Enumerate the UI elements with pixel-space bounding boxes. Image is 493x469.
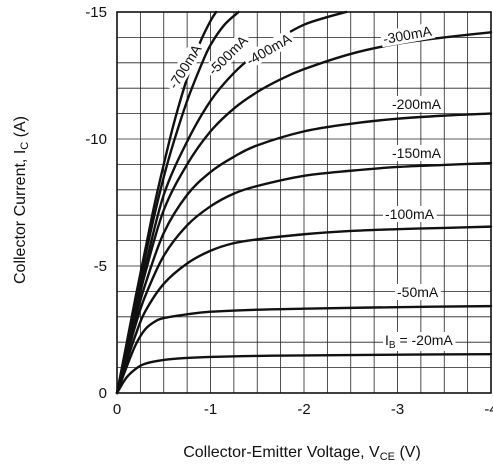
x-tick-label: 0	[113, 401, 121, 418]
series-label: -100mA	[385, 206, 435, 222]
series-curve	[115, 10, 218, 395]
series-label-background	[390, 145, 444, 161]
series-curve	[115, 10, 348, 395]
series-label-background	[383, 206, 437, 222]
series-curves	[115, 10, 493, 395]
y-tick-labels: 0 -5 -10 -15	[85, 4, 107, 402]
series-label-group: -400mA	[241, 28, 297, 70]
series-curve	[115, 112, 493, 395]
series-label-background	[379, 22, 436, 48]
y-tick-label: 0	[99, 385, 107, 402]
series-label: -200mA	[392, 96, 442, 112]
series-labels: IB = -20mA -50mA -100mA -150mA -200mA -300mA -…	[163, 22, 456, 351]
series-label-group: -150mA	[390, 145, 444, 161]
x-tick-label: -2	[297, 401, 310, 418]
series-label: IB = -20mA	[385, 332, 453, 351]
series-label-background	[163, 39, 206, 94]
x-tick-label: -1	[204, 401, 217, 418]
x-tick-labels: 0 -1 -2 -3 -4	[113, 401, 493, 418]
series-curve	[115, 304, 493, 395]
series-label-group: -50mA	[395, 284, 441, 300]
series-curve	[115, 161, 493, 395]
plot-frame	[116, 11, 492, 394]
series-label-group: -100mA	[383, 206, 437, 222]
series-label-background	[241, 28, 297, 70]
series-curve	[115, 225, 493, 395]
x-axis-title: Collector-Emitter Voltage, VCE (V)	[183, 444, 421, 463]
series-label-background	[390, 96, 444, 112]
series-label-background	[203, 30, 253, 80]
series-label-background	[395, 284, 441, 300]
y-tick-label: -5	[94, 258, 107, 275]
series-label-background	[383, 332, 456, 351]
x-tick-label: -4	[484, 401, 493, 418]
x-tick-label: -3	[391, 401, 404, 418]
series-label-group: IB = -20mA	[383, 332, 456, 351]
y-tick-label: -10	[85, 131, 107, 148]
series-label: -50mA	[397, 284, 439, 300]
series-curve	[115, 352, 493, 395]
series-label-group: -300mA	[379, 22, 436, 48]
series-label-group: -200mA	[390, 96, 444, 112]
y-axis-title: Collector Current, IC (A)	[12, 116, 31, 284]
y-tick-label: -15	[85, 4, 107, 21]
series-label: -150mA	[392, 145, 442, 161]
